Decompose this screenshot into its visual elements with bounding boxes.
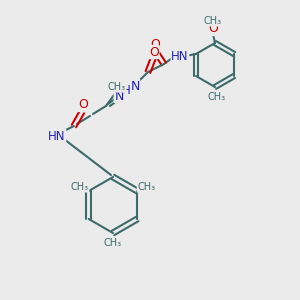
Text: HN: HN — [48, 130, 66, 142]
Text: CH₃: CH₃ — [208, 92, 226, 102]
Text: CH₃: CH₃ — [104, 238, 122, 248]
Text: CH₃: CH₃ — [137, 182, 155, 192]
Text: N: N — [130, 80, 140, 92]
Text: CH₃: CH₃ — [71, 182, 89, 192]
Text: H: H — [122, 85, 130, 98]
Text: O: O — [149, 46, 159, 59]
Text: O: O — [208, 22, 218, 35]
Text: CH₃: CH₃ — [108, 82, 126, 92]
Text: O: O — [78, 98, 88, 112]
Text: N: N — [114, 89, 124, 103]
Text: HN: HN — [171, 50, 189, 62]
Text: CH₃: CH₃ — [204, 16, 222, 26]
Text: O: O — [150, 38, 160, 52]
